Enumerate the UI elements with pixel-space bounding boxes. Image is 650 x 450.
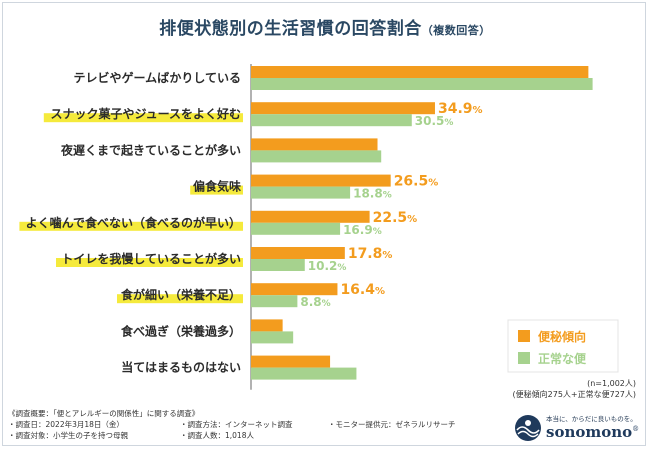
sample-breakdown: (便秘傾向275人+正常な便727人) xyxy=(512,390,636,399)
legend-label-constipation: 便秘傾向 xyxy=(538,329,586,344)
legend-label-normal: 正常な便 xyxy=(538,351,587,366)
bar-constipation xyxy=(251,174,391,187)
bar-normal xyxy=(251,295,298,308)
brand-tagline: 本当に、からだに良いものを。 xyxy=(546,415,637,423)
registered-mark: ® xyxy=(632,425,640,433)
value-label-constipation: 34.9% xyxy=(438,101,483,117)
sonomono-logo-icon xyxy=(515,415,541,441)
survey-target: ・調査対象：小学生の子を持つ母親 xyxy=(8,431,128,440)
value-label-normal: 10.2% xyxy=(308,259,347,273)
value-label-constipation: 16.4% xyxy=(340,282,385,298)
category-label: 当てはまるものはない xyxy=(121,360,241,375)
value-label-normal: 30.5% xyxy=(415,114,454,128)
bar-normal xyxy=(251,186,351,199)
value-label-normal: 8.8% xyxy=(300,295,330,309)
chart-title-main: 排便状態別の生活習慣の回答割合 xyxy=(159,19,422,39)
category-label: 偏食気味 xyxy=(193,179,241,194)
bar-normal xyxy=(251,114,412,127)
survey-date: ・調査日：2022年3月18日（金） xyxy=(8,420,124,429)
value-label-constipation: 22.5% xyxy=(373,210,418,226)
bar-constipation xyxy=(251,283,338,296)
legend-swatch-normal xyxy=(518,352,530,364)
legend-swatch-constipation xyxy=(518,330,530,342)
bar-normal xyxy=(251,331,294,344)
brand-name-text: sonomono xyxy=(546,423,633,441)
chart-frame xyxy=(2,2,646,446)
category-label: スナック菓子やジュースをよく好む xyxy=(50,106,241,121)
category-label: 食べ過ぎ（栄養過多） xyxy=(120,323,241,338)
brand-name: sonomono® xyxy=(546,423,639,441)
chart-title-sub: （複数回答） xyxy=(421,24,491,37)
bar-constipation xyxy=(251,138,378,151)
category-highlight xyxy=(19,221,244,231)
category-highlight xyxy=(43,113,243,123)
bar-constipation xyxy=(251,319,283,332)
category-label: トイレを我慢していることが多い xyxy=(61,251,241,266)
bar-normal xyxy=(251,222,341,235)
bar-normal xyxy=(251,259,305,271)
category-label: 食が細い（栄養不足） xyxy=(120,287,241,302)
category-highlight xyxy=(56,258,243,267)
value-label-constipation: 17.8% xyxy=(348,246,393,262)
bar-constipation xyxy=(251,102,435,115)
bar-normal xyxy=(251,78,593,90)
survey-count: ・調査人数：1,018人 xyxy=(180,431,254,440)
survey-method: ・調査方法：インターネット調査 xyxy=(180,420,293,429)
category-label: 夜遅くまで起きていることが多い xyxy=(60,142,241,157)
survey-overview: 《調査概要：「便とアレルギーの関係性」に関する調査》 ・調査日：2022年3月1… xyxy=(8,408,468,441)
bar-normal xyxy=(251,367,357,380)
sample-size: (n=1,002人) xyxy=(587,379,636,388)
bar-constipation xyxy=(251,247,345,259)
bar-constipation xyxy=(251,66,589,78)
category-highlight xyxy=(190,185,243,195)
category-label: よく噛んで食べない（食べるのが早い） xyxy=(26,215,241,230)
chart-title: 排便状態別の生活習慣の回答割合（複数回答） xyxy=(0,14,650,39)
category-label: テレビやゲームばかりしている xyxy=(73,70,241,85)
sample-note: (n=1,002人) (便秘傾向275人+正常な便727人) xyxy=(513,378,636,400)
survey-provider: ・モニター提供元：ゼネラルリサーチ xyxy=(328,420,456,429)
value-label-normal: 18.8% xyxy=(353,187,392,201)
value-label-constipation: 26.5% xyxy=(394,174,439,190)
bar-constipation xyxy=(251,210,370,223)
category-highlight xyxy=(117,294,243,304)
value-label-normal: 16.9% xyxy=(343,223,382,237)
bar-normal xyxy=(251,150,382,163)
survey-heading: 《調査概要：「便とアレルギーの関係性」に関する調査》 xyxy=(8,409,200,418)
bar-constipation xyxy=(251,355,331,368)
